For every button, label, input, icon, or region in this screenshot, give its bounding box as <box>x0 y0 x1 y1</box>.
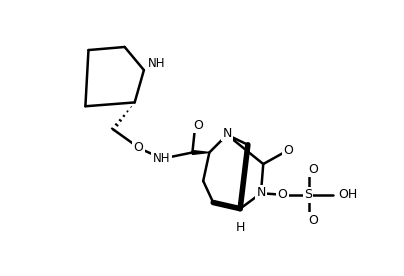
Text: OH: OH <box>339 188 358 201</box>
Text: O: O <box>134 140 143 153</box>
Text: O: O <box>193 119 203 132</box>
Polygon shape <box>192 150 209 154</box>
Text: H: H <box>236 221 245 234</box>
Text: N: N <box>256 186 266 199</box>
Text: N: N <box>222 127 232 140</box>
Text: S: S <box>304 188 312 201</box>
Text: O: O <box>278 188 288 201</box>
Text: O: O <box>308 163 318 176</box>
Text: NH: NH <box>153 152 170 165</box>
Text: O: O <box>308 214 318 227</box>
Text: O: O <box>284 144 294 157</box>
Text: NH: NH <box>148 57 165 70</box>
